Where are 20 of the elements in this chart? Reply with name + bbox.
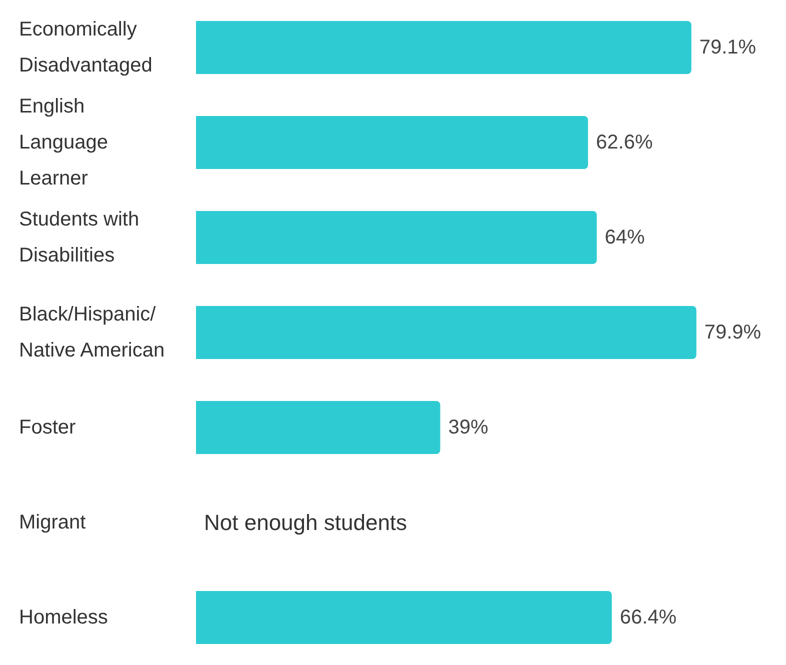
data-label: 66.4% (620, 606, 677, 628)
y-tick-label: Economically Disadvantaged (19, 18, 152, 76)
data-label: 79.9% (704, 322, 762, 344)
y-tick-label: Foster (19, 416, 76, 438)
y-tick-label: Homeless (19, 606, 108, 628)
data-label: 62.6% (596, 132, 653, 154)
bar (196, 211, 597, 264)
data-label: 79.1% (699, 36, 756, 58)
annotation: Not enough students (204, 510, 408, 535)
y-tick-label: Migrant (19, 512, 86, 534)
y-tick-label: Black/Hispanic/ Native American (19, 304, 165, 362)
data-label: 64% (604, 226, 646, 248)
bar (196, 401, 440, 454)
bar (196, 116, 588, 169)
bar (196, 306, 696, 359)
y-tick-label: Students with Disabilities (19, 208, 145, 266)
y-tick-label: English Language Learner (19, 96, 114, 190)
bar (196, 591, 612, 644)
data-label: 39% (448, 416, 488, 438)
bar (196, 21, 692, 74)
